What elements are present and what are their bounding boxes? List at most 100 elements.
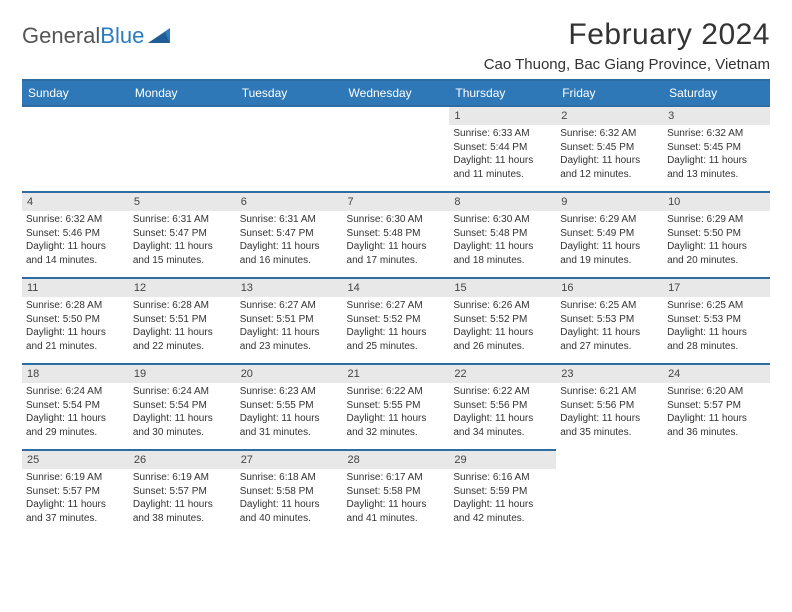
calendar-cell: 26Sunrise: 6:19 AMSunset: 5:57 PMDayligh… [129,450,236,536]
calendar-cell [556,450,663,536]
calendar-cell [236,106,343,192]
day-info: Sunrise: 6:31 AMSunset: 5:47 PMDaylight:… [129,213,236,271]
sunset-line: Sunset: 5:55 PM [347,399,446,413]
daylight-line: Daylight: 11 hours and 25 minutes. [347,326,446,353]
daylight-line: Daylight: 11 hours and 22 minutes. [133,326,232,353]
day-number: 16 [556,279,663,297]
day-number: 3 [663,107,770,125]
calendar-cell: 16Sunrise: 6:25 AMSunset: 5:53 PMDayligh… [556,278,663,364]
sunset-line: Sunset: 5:46 PM [26,227,125,241]
calendar-cell: 20Sunrise: 6:23 AMSunset: 5:55 PMDayligh… [236,364,343,450]
calendar-cell [22,106,129,192]
daylight-line: Daylight: 11 hours and 12 minutes. [560,154,659,181]
day-info: Sunrise: 6:32 AMSunset: 5:46 PMDaylight:… [22,213,129,271]
sunrise-line: Sunrise: 6:23 AM [240,385,339,399]
sunset-line: Sunset: 5:52 PM [453,313,552,327]
day-number: 8 [449,193,556,211]
day-number: 29 [449,451,556,469]
day-number: 9 [556,193,663,211]
calendar-cell: 6Sunrise: 6:31 AMSunset: 5:47 PMDaylight… [236,192,343,278]
sunset-line: Sunset: 5:55 PM [240,399,339,413]
daylight-line: Daylight: 11 hours and 41 minutes. [347,498,446,525]
calendar-cell: 15Sunrise: 6:26 AMSunset: 5:52 PMDayligh… [449,278,556,364]
daylight-line: Daylight: 11 hours and 40 minutes. [240,498,339,525]
day-number: 12 [129,279,236,297]
sunrise-line: Sunrise: 6:16 AM [453,471,552,485]
day-number: 10 [663,193,770,211]
sunset-line: Sunset: 5:50 PM [26,313,125,327]
day-info: Sunrise: 6:32 AMSunset: 5:45 PMDaylight:… [663,127,770,185]
sunrise-line: Sunrise: 6:24 AM [26,385,125,399]
sunrise-line: Sunrise: 6:28 AM [133,299,232,313]
daylight-line: Daylight: 11 hours and 14 minutes. [26,240,125,267]
day-info: Sunrise: 6:27 AMSunset: 5:52 PMDaylight:… [343,299,450,357]
day-info: Sunrise: 6:33 AMSunset: 5:44 PMDaylight:… [449,127,556,185]
calendar-cell: 1Sunrise: 6:33 AMSunset: 5:44 PMDaylight… [449,106,556,192]
sunset-line: Sunset: 5:54 PM [133,399,232,413]
day-header: Friday [556,80,663,106]
day-number: 19 [129,365,236,383]
day-info: Sunrise: 6:30 AMSunset: 5:48 PMDaylight:… [343,213,450,271]
sunrise-line: Sunrise: 6:30 AM [347,213,446,227]
day-info: Sunrise: 6:29 AMSunset: 5:50 PMDaylight:… [663,213,770,271]
day-info: Sunrise: 6:17 AMSunset: 5:58 PMDaylight:… [343,471,450,529]
calendar-cell: 10 Sunrise: 6:29 AMSunset: 5:50 PMDayligh… [663,192,770,278]
day-header: Sunday [22,80,129,106]
daylight-line: Daylight: 11 hours and 21 minutes. [26,326,125,353]
sunrise-line: Sunrise: 6:21 AM [560,385,659,399]
logo-text-general: General [22,23,100,49]
daylight-line: Daylight: 11 hours and 16 minutes. [240,240,339,267]
page-title: February 2024 [484,18,770,52]
sunset-line: Sunset: 5:47 PM [133,227,232,241]
day-info: Sunrise: 6:23 AMSunset: 5:55 PMDaylight:… [236,385,343,443]
day-info: Sunrise: 6:21 AMSunset: 5:56 PMDaylight:… [556,385,663,443]
sunset-line: Sunset: 5:51 PM [133,313,232,327]
calendar-header-row: SundayMondayTuesdayWednesdayThursdayFrid… [22,80,770,106]
sunrise-line: Sunrise: 6:19 AM [26,471,125,485]
sunrise-line: Sunrise: 6:24 AM [133,385,232,399]
sunrise-line: Sunrise: 6:29 AM [667,213,766,227]
header: GeneralBlue February 2024 Cao Thuong, Ba… [22,18,770,73]
sunrise-line: Sunrise: 6:31 AM [240,213,339,227]
daylight-line: Daylight: 11 hours and 15 minutes. [133,240,232,267]
sunset-line: Sunset: 5:49 PM [560,227,659,241]
calendar-cell: 22Sunrise: 6:22 AMSunset: 5:56 PMDayligh… [449,364,556,450]
day-number: 25 [22,451,129,469]
sunset-line: Sunset: 5:45 PM [667,141,766,155]
daylight-line: Daylight: 11 hours and 28 minutes. [667,326,766,353]
daylight-line: Daylight: 11 hours and 36 minutes. [667,412,766,439]
day-number: 27 [236,451,343,469]
daylight-line: Daylight: 11 hours and 34 minutes. [453,412,552,439]
calendar-week-row: 11Sunrise: 6:28 AMSunset: 5:50 PMDayligh… [22,278,770,364]
sunrise-line: Sunrise: 6:27 AM [240,299,339,313]
sunrise-line: Sunrise: 6:22 AM [453,385,552,399]
day-info: Sunrise: 6:22 AMSunset: 5:55 PMDaylight:… [343,385,450,443]
day-number: 24 [663,365,770,383]
sunset-line: Sunset: 5:48 PM [347,227,446,241]
calendar-cell: 29Sunrise: 6:16 AMSunset: 5:59 PMDayligh… [449,450,556,536]
day-header: Tuesday [236,80,343,106]
calendar-cell: 27Sunrise: 6:18 AMSunset: 5:58 PMDayligh… [236,450,343,536]
calendar-cell: 9 Sunrise: 6:29 AMSunset: 5:49 PMDaylight… [556,192,663,278]
day-info: Sunrise: 6:29 AMSunset: 5:49 PMDaylight:… [556,213,663,271]
day-number: 23 [556,365,663,383]
daylight-line: Daylight: 11 hours and 19 minutes. [560,240,659,267]
day-info: Sunrise: 6:28 AMSunset: 5:51 PMDaylight:… [129,299,236,357]
day-info: Sunrise: 6:31 AMSunset: 5:47 PMDaylight:… [236,213,343,271]
day-number: 7 [343,193,450,211]
calendar-cell: 2Sunrise: 6:32 AMSunset: 5:45 PMDaylight… [556,106,663,192]
sunset-line: Sunset: 5:53 PM [667,313,766,327]
sunset-line: Sunset: 5:52 PM [347,313,446,327]
day-number: 18 [22,365,129,383]
sunset-line: Sunset: 5:59 PM [453,485,552,499]
logo-triangle-icon [148,24,170,50]
calendar-cell: 19Sunrise: 6:24 AMSunset: 5:54 PMDayligh… [129,364,236,450]
daylight-line: Daylight: 11 hours and 29 minutes. [26,412,125,439]
daylight-line: Daylight: 11 hours and 20 minutes. [667,240,766,267]
day-info: Sunrise: 6:27 AMSunset: 5:51 PMDaylight:… [236,299,343,357]
sunset-line: Sunset: 5:53 PM [560,313,659,327]
day-number: 15 [449,279,556,297]
daylight-line: Daylight: 11 hours and 35 minutes. [560,412,659,439]
sunrise-line: Sunrise: 6:17 AM [347,471,446,485]
calendar-week-row: 4Sunrise: 6:32 AMSunset: 5:46 PMDaylight… [22,192,770,278]
